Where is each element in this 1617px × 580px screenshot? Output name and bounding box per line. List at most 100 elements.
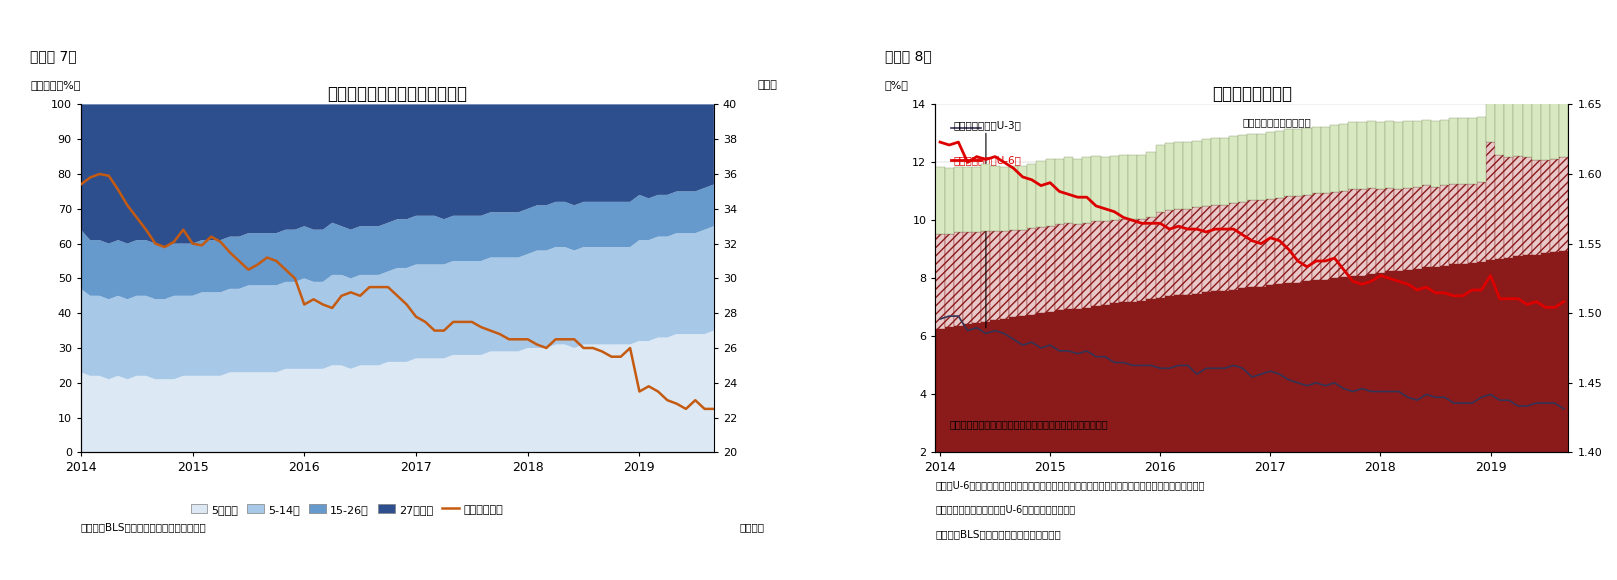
Bar [1101,222,1109,305]
Bar [1229,289,1239,452]
Bar [1531,93,1541,160]
Bar [1082,157,1091,223]
Bar [1376,122,1386,189]
Bar [1137,219,1146,300]
Bar [1302,195,1311,281]
Bar [1339,191,1349,277]
Text: 労働力人口（経済的理由によるパートタイマー除く、右軸）: 労働力人口（経済的理由によるパートタイマー除く、右軸） [949,419,1108,429]
Text: （資料）BLSよりニッセイ基礎研究所作成: （資料）BLSよりニッセイ基礎研究所作成 [936,529,1061,539]
Bar [1358,189,1366,276]
Bar [1201,206,1211,292]
Bar [1274,284,1284,452]
Bar [1054,159,1064,224]
Bar [1551,252,1559,452]
Bar [1311,280,1321,452]
Bar [1329,192,1339,278]
Title: 広義失業率の推移: 広義失業率の推移 [1213,85,1292,103]
Bar [1413,121,1421,187]
Bar [1468,184,1476,263]
Bar [1504,258,1514,452]
Bar [1294,282,1302,452]
Bar [1184,295,1192,452]
Bar [1239,288,1247,452]
Bar [1174,295,1184,452]
Bar [1119,154,1129,219]
Bar [1091,156,1101,222]
Text: （月次）: （月次） [739,522,765,532]
Bar [1239,135,1247,202]
Bar [1046,312,1054,452]
Bar [1366,188,1376,274]
Bar [1027,164,1036,229]
Bar [1339,277,1349,452]
Bar [1027,229,1036,314]
Bar [1531,255,1541,452]
Bar [1476,117,1486,182]
Bar [1358,276,1366,452]
Bar [944,327,954,452]
Bar [1496,154,1504,259]
Bar [1459,118,1468,184]
Bar [1201,292,1211,452]
Bar [1009,317,1019,452]
Bar [1146,152,1156,217]
Bar [972,167,982,233]
Bar [1019,166,1027,230]
Bar [1449,264,1459,452]
Bar [1559,90,1568,157]
Bar [1274,131,1284,198]
Text: 周辺労働力人口（右軸）: 周辺労働力人口（右軸） [1243,117,1323,158]
Bar [1349,276,1358,452]
Bar [1431,267,1441,452]
Bar [1036,227,1046,313]
Bar [1046,226,1054,312]
Bar [1019,316,1027,452]
Bar [1019,230,1027,316]
Bar [1109,220,1119,303]
Text: （図表 7）: （図表 7） [31,49,78,63]
Bar [1551,92,1559,159]
Bar [1541,253,1551,452]
Text: （%）: （%） [884,81,909,90]
Bar [1146,299,1156,452]
Bar [1274,198,1284,284]
Bar [1256,133,1266,201]
Bar [1486,260,1496,452]
Bar [1266,199,1274,285]
Bar [1294,129,1302,196]
Bar [954,167,964,233]
Bar [1129,302,1137,452]
Bar [1459,264,1468,452]
Bar [1394,189,1404,271]
Bar [1541,93,1551,160]
Bar [1431,121,1441,187]
Bar [999,167,1009,231]
Bar [1137,154,1146,219]
Bar [1339,124,1349,191]
Bar [936,234,944,328]
Text: （注）U-6＝（失業者＋周辺労働力＋経済的理由によるパートタイマー）／（労働力＋周辺労働力）: （注）U-6＝（失業者＋周辺労働力＋経済的理由によるパートタイマー）／（労働力＋… [936,480,1205,490]
Bar [1421,119,1431,185]
Bar [1054,224,1064,310]
Bar [1219,205,1229,291]
Bar [1064,157,1074,223]
Bar [1156,145,1164,212]
Bar [991,166,999,231]
Bar [1321,194,1329,280]
Bar [1321,126,1329,194]
Title: 失業期間の分布と平均失業期間: 失業期間の分布と平均失業期間 [327,85,467,103]
Bar [1229,136,1239,203]
Bar [1046,159,1054,226]
Bar [1514,156,1523,256]
Bar [954,233,964,326]
Bar [944,234,954,327]
Text: （週）: （週） [757,81,778,90]
Bar [1036,161,1046,227]
Bar [1531,160,1541,255]
Bar [1459,184,1468,264]
Bar [1523,157,1531,255]
Bar [1256,201,1266,287]
Bar [1247,287,1256,452]
Bar [1174,209,1184,295]
Bar [1239,202,1247,288]
